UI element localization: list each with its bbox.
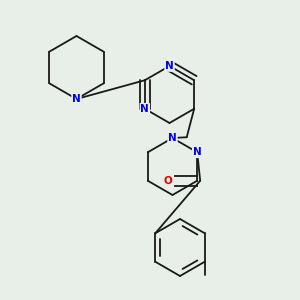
Text: O: O	[164, 176, 172, 186]
Text: N: N	[72, 94, 81, 104]
Text: N: N	[193, 147, 202, 157]
Text: N: N	[168, 133, 177, 143]
Text: N: N	[165, 61, 174, 71]
Text: N: N	[140, 104, 149, 114]
